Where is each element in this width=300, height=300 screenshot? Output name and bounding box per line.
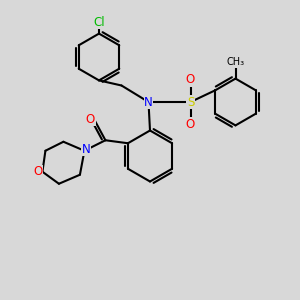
Text: S: S (187, 95, 194, 109)
Text: O: O (86, 113, 95, 126)
Text: O: O (186, 73, 195, 86)
Text: N: N (82, 143, 90, 156)
Text: N: N (144, 95, 153, 109)
Text: O: O (186, 118, 195, 131)
Text: CH₃: CH₃ (226, 57, 244, 67)
Text: Cl: Cl (93, 16, 105, 29)
Text: O: O (33, 165, 43, 178)
